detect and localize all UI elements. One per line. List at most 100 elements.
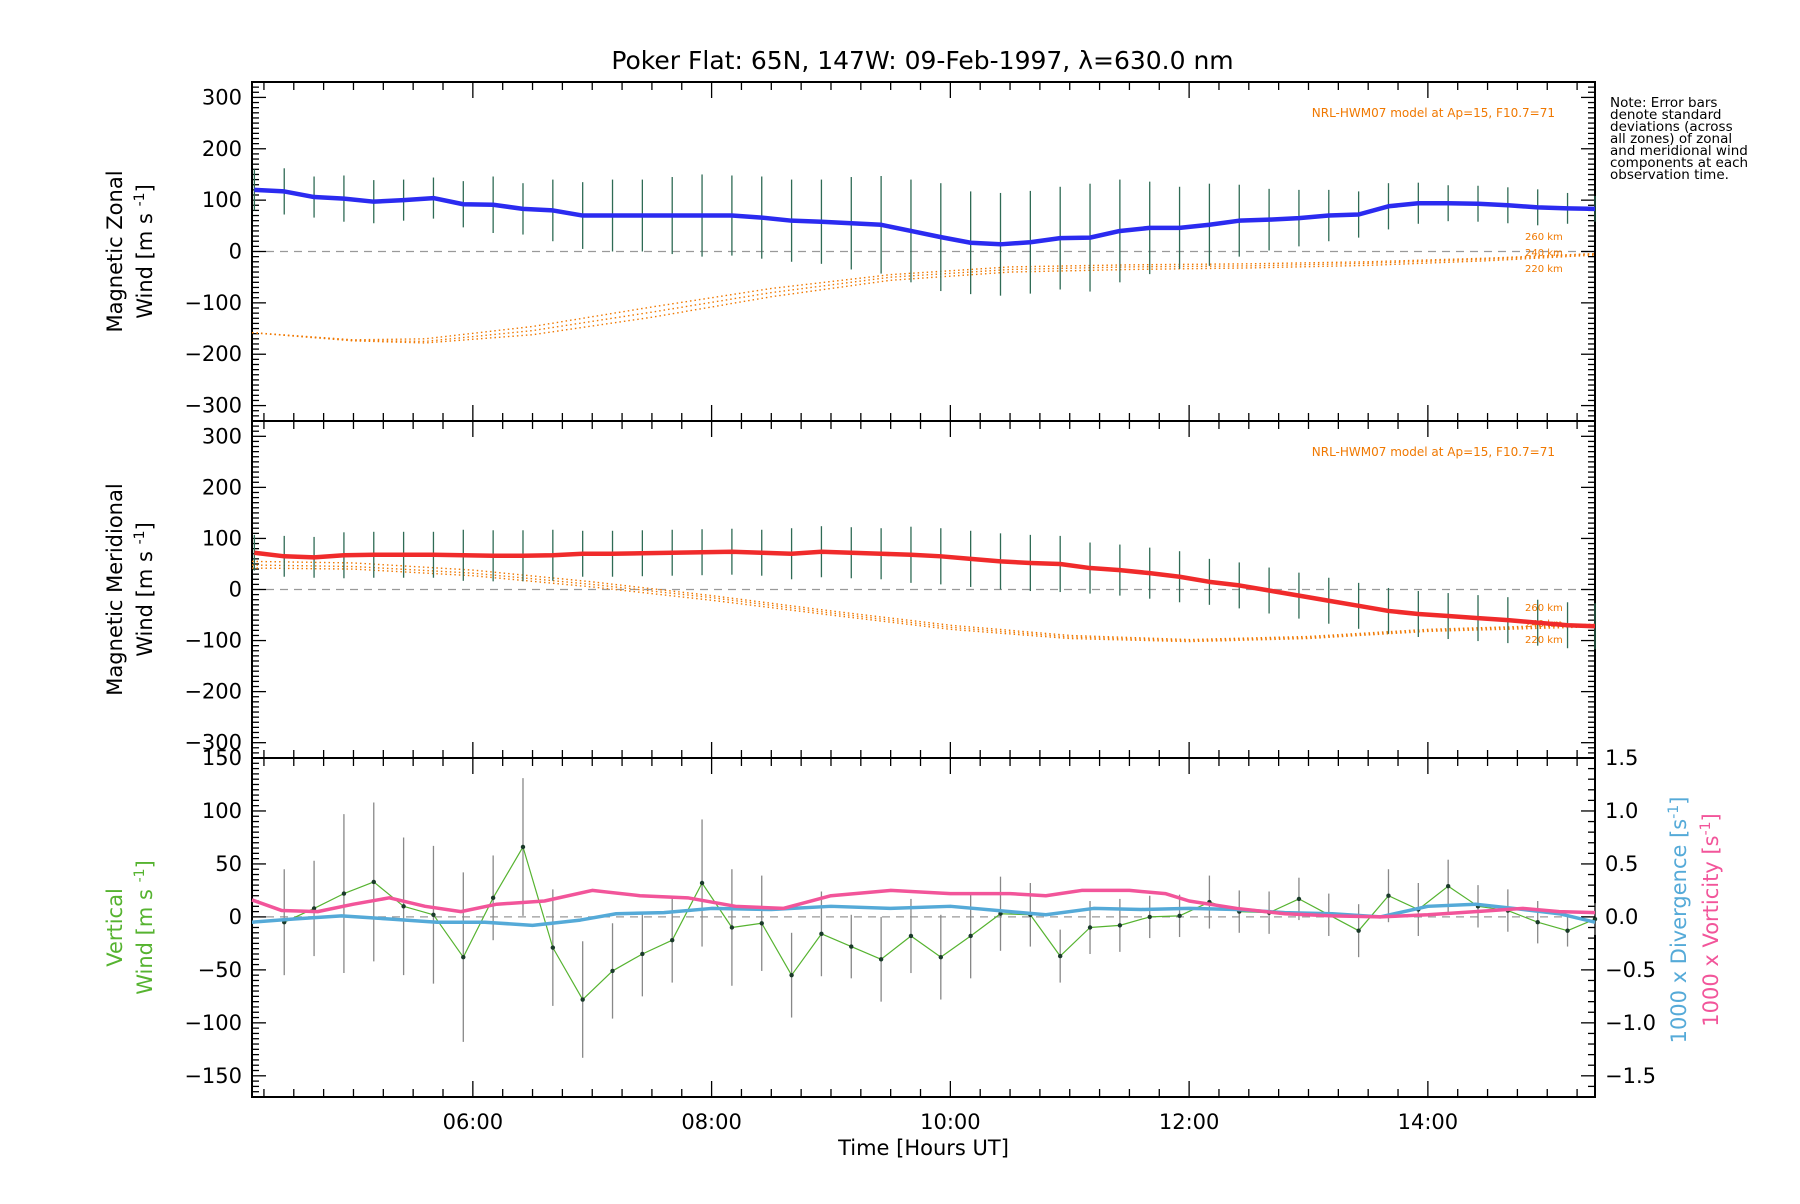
y-axis-label-line2-part: Wind [m s xyxy=(133,882,157,994)
y2-tick-label: −0.5 xyxy=(1605,958,1656,982)
y-axis-label-line2-superscript: -1 xyxy=(132,192,148,206)
vertical-wind-point xyxy=(461,954,466,960)
y2-tick-label: −1.0 xyxy=(1605,1011,1656,1035)
vertical-wind-point xyxy=(1296,896,1302,902)
vertical-wind-point xyxy=(431,912,436,917)
model-curve xyxy=(251,252,1596,341)
y-tick-label: −50 xyxy=(198,958,242,982)
vertical-wind-point xyxy=(640,951,645,957)
vertical-wind-point xyxy=(311,906,317,911)
vertical-wind-point xyxy=(1147,914,1152,920)
y-tick-label: −200 xyxy=(184,342,242,366)
vertical-wind-point xyxy=(998,911,1003,916)
y-axis-label-line2-part: Wind [m s xyxy=(133,206,157,318)
y-axis-label-line1-part: Magnetic Meridional xyxy=(103,483,127,695)
vertical-wind-point xyxy=(371,879,376,885)
y-tick-label: 100 xyxy=(202,188,242,212)
x-tick-label: 14:00 xyxy=(1398,1110,1459,1134)
y2-axis-label-divergence: 1000 x Divergence [s-1] xyxy=(1666,797,1691,1044)
vertical-wind-point xyxy=(670,938,675,943)
y-axis-label-line1: Vertical xyxy=(103,888,127,967)
vertical-wind-point xyxy=(341,891,347,896)
vertical-wind-point xyxy=(729,925,735,930)
vertical-wind-point xyxy=(1565,928,1570,933)
y-tick-label: 50 xyxy=(215,852,242,876)
y-axis-label-line2-superscript: -1 xyxy=(132,530,148,544)
model-curve xyxy=(251,560,1596,641)
vertical-wind-point xyxy=(610,968,615,974)
panel-vertical: −150 −100 −50 0 50 100 150 −1.5 −1.0 −0.5 0.0 0.5 1.… xyxy=(184,746,1656,1160)
model-curve xyxy=(251,567,1596,643)
y-axis-label-line2-part: Wind [m s xyxy=(133,544,157,656)
x-tick-label: 12:00 xyxy=(1159,1110,1220,1134)
y2-axis-label-vorticity-part: 1000 x Vorticity [s xyxy=(1699,835,1723,1026)
vertical-wind-point xyxy=(968,933,973,939)
y2-tick-label: 0.5 xyxy=(1605,852,1638,876)
vertical-wind-point xyxy=(878,957,884,962)
chart-title: Poker Flat: 65N, 147W: 09-Feb-1997, λ=63… xyxy=(611,46,1234,75)
y2-axis-label-divergence-part: 1000 x Divergence [s xyxy=(1667,819,1691,1044)
vertical-wind-point xyxy=(1177,913,1182,919)
y-tick-label: −200 xyxy=(184,680,242,704)
y-tick-label: −150 xyxy=(184,1064,242,1088)
vertical-wind-point xyxy=(1087,925,1093,930)
model-label: NRL-HWM07 model at Ap=15, F10.7=71 xyxy=(1312,445,1555,459)
y-tick-label: 200 xyxy=(202,137,242,161)
vertical-wind-point xyxy=(759,921,764,926)
vertical-wind-point xyxy=(938,954,944,960)
model-altitude-label: 220 km xyxy=(1525,635,1563,646)
y2-tick-label: −1.5 xyxy=(1605,1064,1656,1088)
vorticity-line xyxy=(251,888,1596,919)
x-tick-label: 08:00 xyxy=(681,1110,742,1134)
y-axis-label-line1-part: Magnetic Zonal xyxy=(103,170,127,332)
vertical-wind-point xyxy=(580,997,585,1002)
y-tick-label: 300 xyxy=(202,424,242,448)
y-axis-label-line2-superscript: -1 xyxy=(132,868,148,882)
y2-axis-label-divergence-part: ] xyxy=(1667,797,1691,805)
model-curve xyxy=(251,253,1596,343)
y-tick-label: 150 xyxy=(202,746,242,770)
y2-tick-label: 1.0 xyxy=(1605,799,1638,823)
vertical-wind-point xyxy=(1386,893,1391,898)
y2-tick-label: 0.0 xyxy=(1605,905,1638,929)
vertical-wind-point xyxy=(908,933,914,939)
y-tick-label: 0 xyxy=(229,240,242,264)
y-axis-label-line1: Magnetic Meridional xyxy=(103,483,127,695)
model-curve xyxy=(251,254,1596,344)
y-tick-label: 0 xyxy=(229,578,242,602)
vertical-wind-point xyxy=(401,904,406,909)
y-tick-label: −300 xyxy=(184,394,242,418)
model-curve xyxy=(251,564,1596,642)
x-tick-label: 10:00 xyxy=(920,1110,981,1134)
y2-axis-label-vorticity: 1000 x Vorticity [s-1] xyxy=(1698,813,1723,1027)
y2-axis-label-vorticity-part: ] xyxy=(1699,813,1723,821)
meridional-wind-line xyxy=(254,549,1596,629)
y-axis-label-line1-part: Vertical xyxy=(103,888,127,967)
y-axis-label-line2: Wind [m s -1] xyxy=(132,522,157,657)
y-axis-label-line2-part: ] xyxy=(133,522,157,530)
model-altitude-label: 260 km xyxy=(1525,232,1563,243)
y-axis-label-line2: Wind [m s -1] xyxy=(132,860,157,995)
vertical-wind-point xyxy=(1117,923,1123,928)
y-axis-label-line2-part: ] xyxy=(133,184,157,192)
x-tick-label: 06:00 xyxy=(443,1110,504,1134)
y-tick-label: 0 xyxy=(229,905,242,929)
error-bar-note: Note: Error bars denote standard deviati… xyxy=(1610,95,1749,183)
panel-zonal: −300 −200 −100 0 100 200 300 NRL-HWM07 model at… xyxy=(184,81,1596,422)
panel-frame xyxy=(251,757,1596,1098)
y-tick-label: 100 xyxy=(202,799,242,823)
model-label: NRL-HWM07 model at Ap=15, F10.7=71 xyxy=(1312,106,1555,120)
panel-meridional: −300 −200 −100 0 100 200 300 NRL-HWM07 model at… xyxy=(184,420,1596,759)
zonal-wind-line xyxy=(254,187,1596,247)
y-tick-label: 200 xyxy=(202,475,242,499)
vertical-wind-point xyxy=(1356,928,1361,933)
y-tick-label: 100 xyxy=(202,526,242,550)
vertical-wind-point xyxy=(1445,883,1451,889)
model-altitude-label: 260 km xyxy=(1525,603,1563,614)
vertical-wind-point xyxy=(699,880,705,886)
model-altitude-label: 220 km xyxy=(1525,264,1563,275)
y-tick-label: −300 xyxy=(184,731,242,755)
vertical-wind-point xyxy=(1592,916,1598,922)
